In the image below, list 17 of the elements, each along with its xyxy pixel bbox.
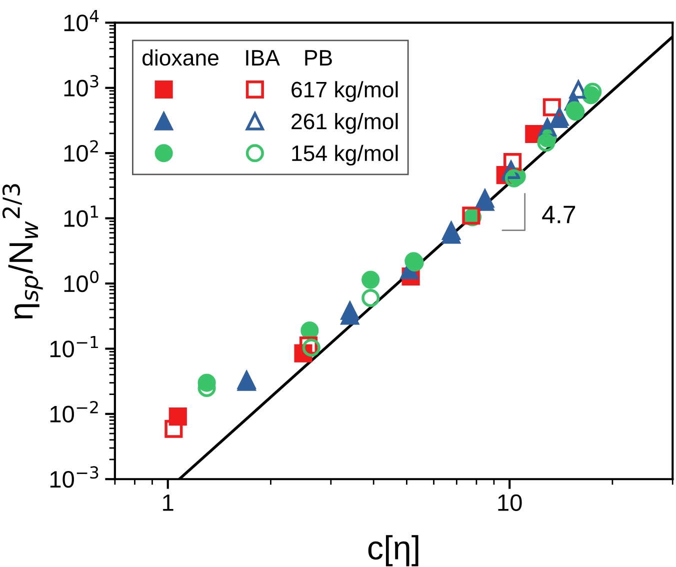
legend-label: 617 kg/mol: [292, 81, 398, 102]
y-tick-label: 10$^{−3}$: [50, 466, 98, 488]
y-tick-label: 10$^{4}$: [64, 10, 99, 32]
y-tick-label: 10$^{−1}$: [50, 336, 98, 358]
legend-title: dioxane IBA PB: [142, 49, 332, 66]
y-tick-label: 10$^{1}$: [64, 206, 98, 227]
x-tick-label: 1: [163, 494, 174, 511]
y-tick-label: 10$^{0}$: [64, 270, 98, 292]
legend-label: 154 kg/mol: [292, 144, 398, 166]
y-tick-label: 10$^{−2}$: [50, 400, 98, 423]
y-tick-label: 10$^{3}$: [64, 74, 98, 96]
y-tick-label: 10$^{2}$: [64, 140, 98, 162]
x-tick-label: 10: [498, 494, 522, 512]
x-axis-title: c[η]: [368, 535, 418, 566]
legend-label: 261 kg/mol: [292, 113, 398, 134]
annotation: 4.7: [542, 206, 576, 224]
y-axis-title: η$_{sp}$/N$_{w}$$^{2/3}$: [2, 184, 43, 319]
